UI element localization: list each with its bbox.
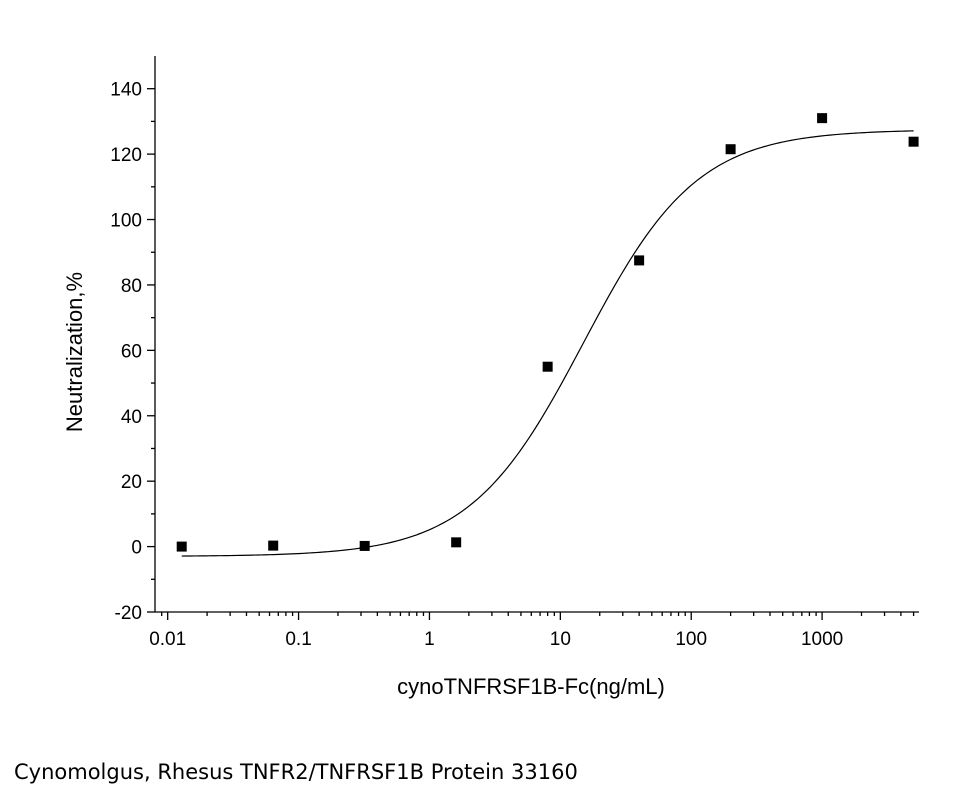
fit-curve-layer	[181, 130, 914, 557]
data-point	[908, 136, 919, 147]
y-axis-label: Neutralization,%	[62, 272, 87, 432]
y-tick-label: 40	[121, 407, 142, 428]
data-point	[725, 144, 736, 155]
x-tick-label: 1	[424, 629, 435, 650]
data-point	[451, 537, 462, 548]
data-point	[634, 255, 645, 266]
y-tick-label: 20	[121, 472, 142, 493]
data-point	[817, 113, 828, 124]
data-point	[176, 541, 187, 552]
data-point	[542, 361, 553, 372]
data-points-layer	[176, 113, 919, 552]
y-tick-label: 120	[110, 145, 142, 166]
x-tick-label: 0.01	[149, 629, 186, 650]
x-tick-label: 100	[675, 629, 707, 650]
axes: -20 0 20 40 60 80 100 120 140 0.01 0.1 1 10 100 1000	[110, 56, 919, 650]
x-axis-label: cynoTNFRSF1B-Fc(ng/mL)	[397, 674, 665, 699]
y-tick-label: 0	[131, 538, 142, 559]
x-tick-label: 1000	[801, 629, 843, 650]
x-tick-label: 10	[550, 629, 571, 650]
y-tick-label: 80	[121, 276, 142, 297]
y-tick-label: 60	[121, 341, 142, 362]
y-tick-label: -20	[115, 603, 142, 624]
fit-curve	[181, 130, 914, 557]
data-point	[268, 540, 279, 551]
y-tick-label: 140	[110, 80, 142, 101]
data-point	[359, 540, 370, 551]
x-tick-label: 0.1	[285, 629, 311, 650]
y-tick-label: 100	[110, 211, 142, 232]
figure-caption: Cynomolgus, Rhesus TNFR2/TNFRSF1B Protei…	[14, 760, 578, 784]
dose-response-chart: -20 0 20 40 60 80 100 120 140 0.01 0.1 1 10 100 1000 c…	[62, 56, 919, 699]
